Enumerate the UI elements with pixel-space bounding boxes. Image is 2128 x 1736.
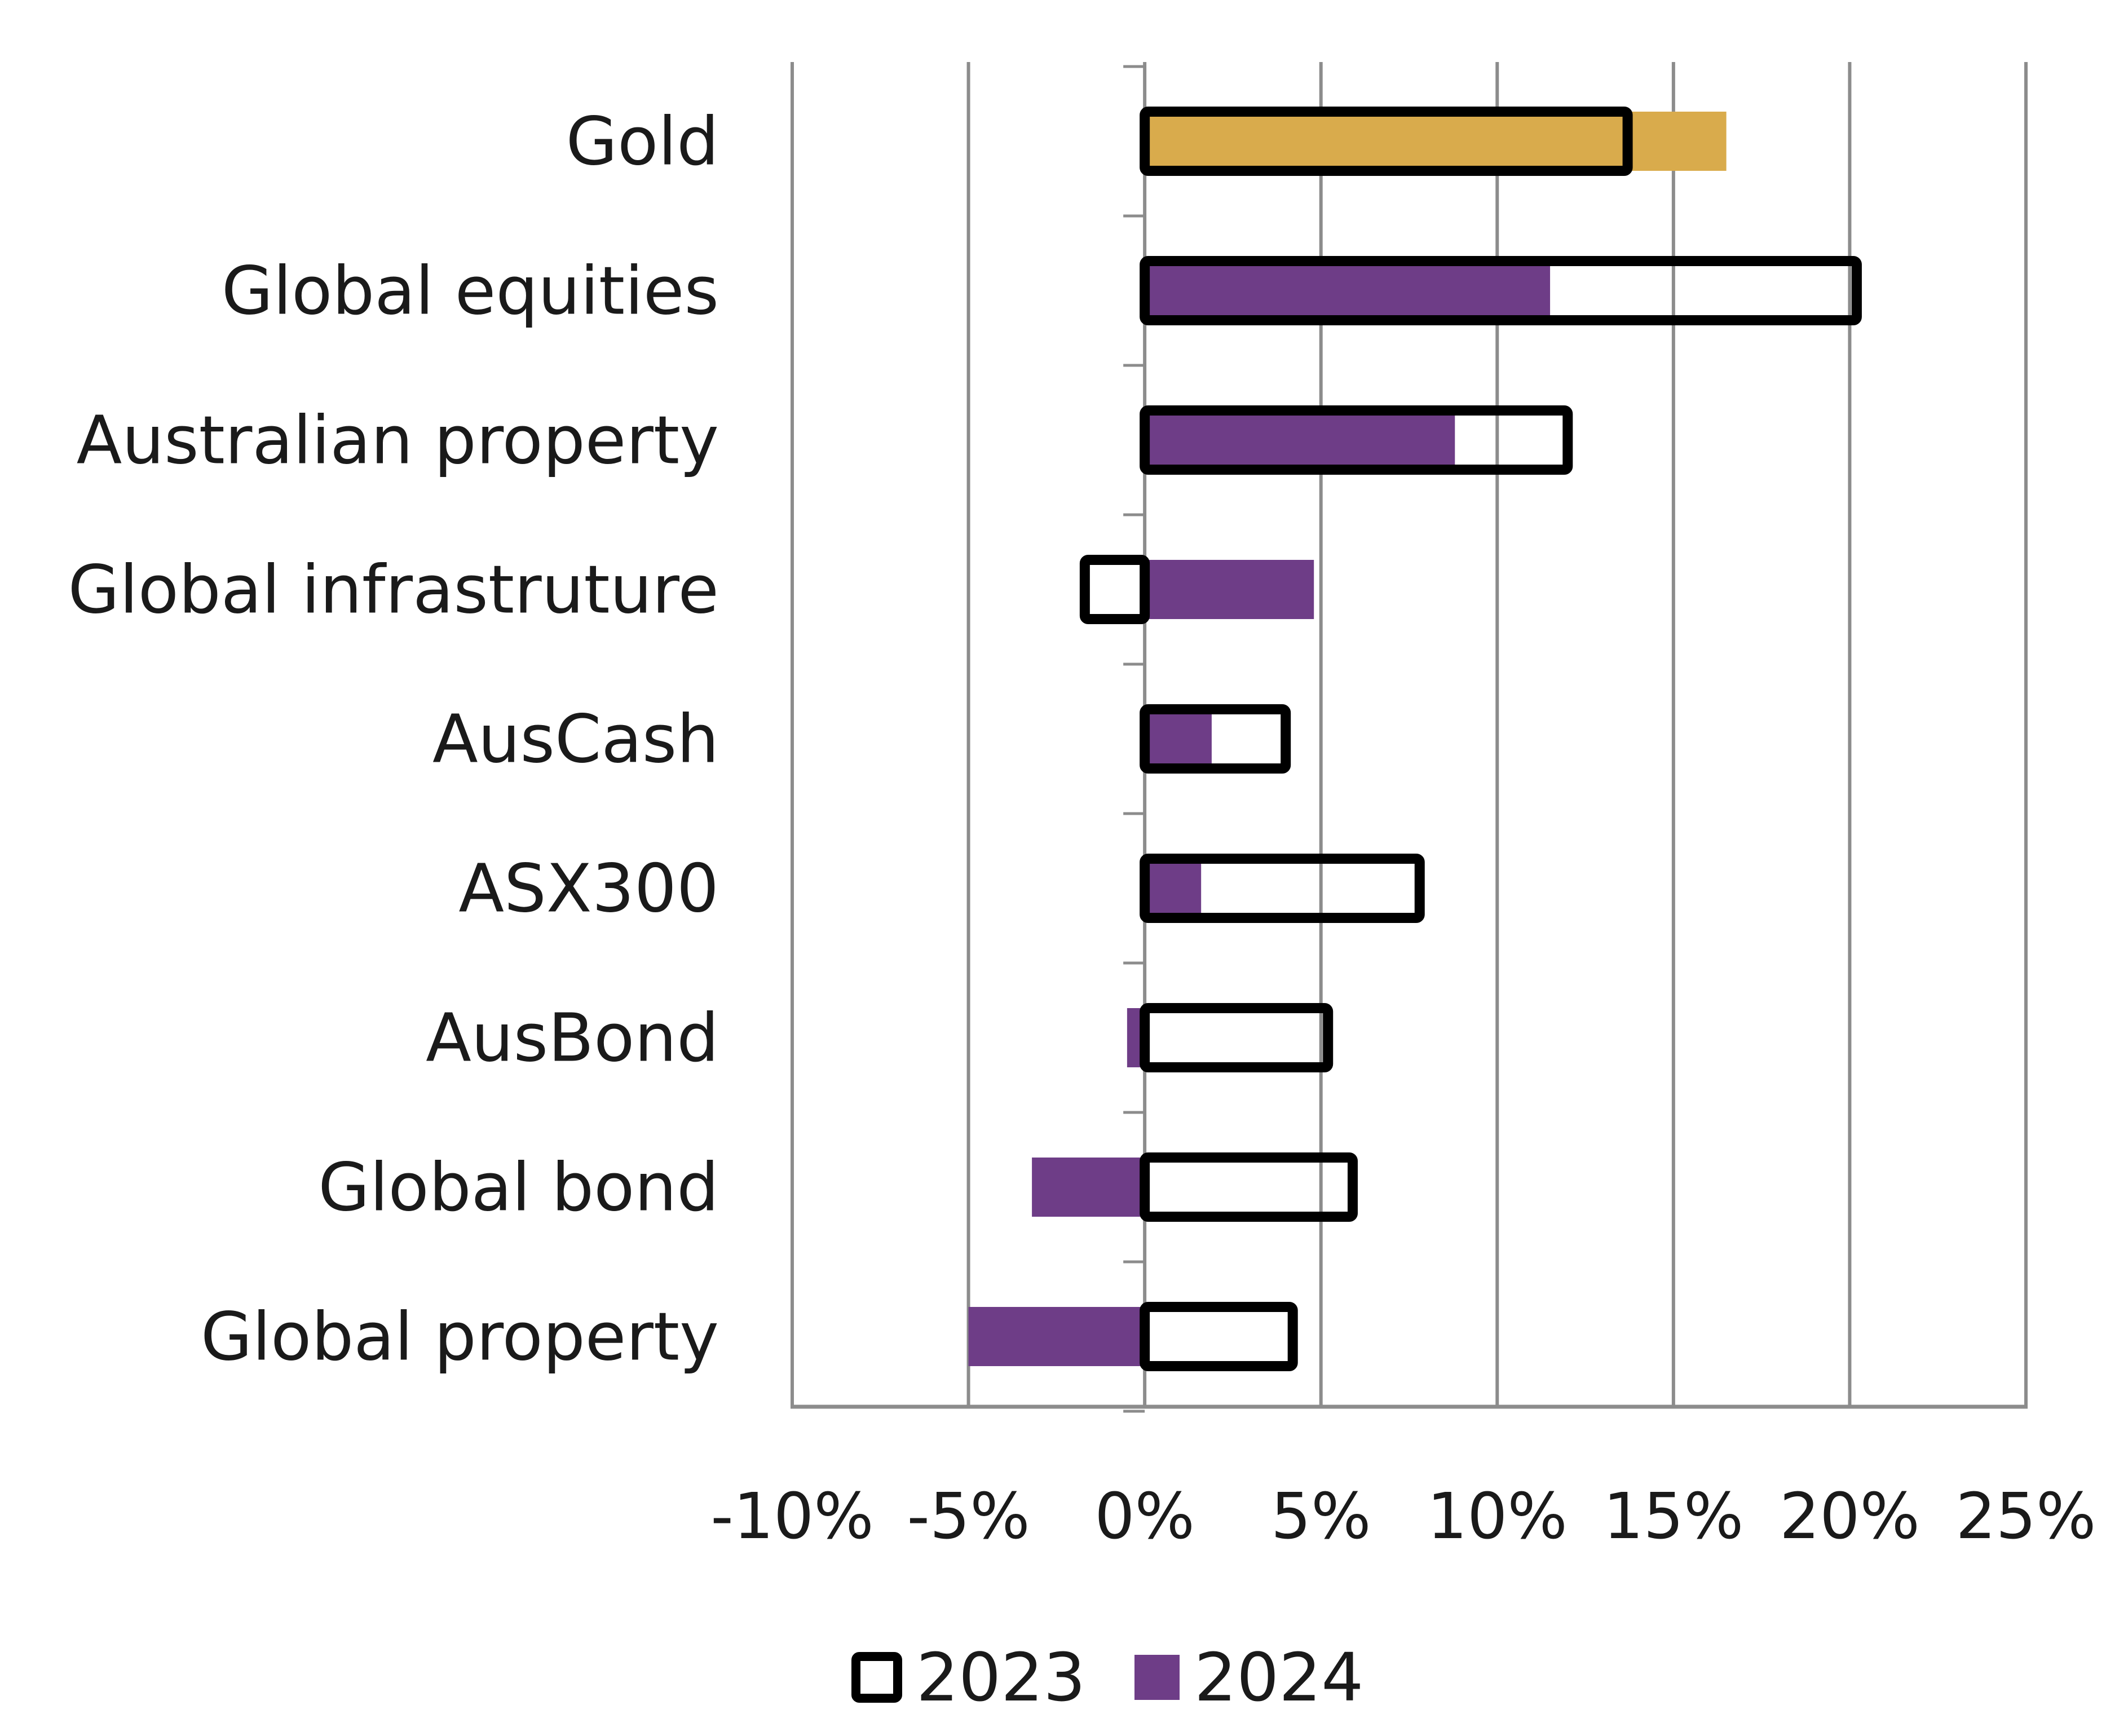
bars [968, 107, 1862, 1371]
category-label: Global infrastruture [68, 551, 719, 629]
bar-2024 [1145, 261, 1551, 320]
bar-2024 [1145, 709, 1212, 768]
category-label: Global property [201, 1298, 719, 1376]
category-label: Global bond [318, 1149, 719, 1226]
legend-swatch-2024 [1134, 1655, 1180, 1700]
x-tick-label: 5% [1271, 1480, 1371, 1553]
category-label: AusBond [426, 999, 719, 1077]
category-labels: Gold Global equities Australian property Gl… [68, 103, 719, 1376]
legend-label-2024: 2024 [1194, 1638, 1363, 1716]
legend-swatch-2023 [851, 1652, 902, 1703]
legend-label-2023: 2023 [916, 1638, 1085, 1716]
bar-2024 [1032, 1158, 1145, 1217]
bar-2023 [1079, 555, 1150, 624]
category-label: ASX300 [458, 850, 719, 927]
category-label: Gold [566, 103, 719, 180]
x-axis-tick-labels: -10% -5% 0% 5% 10% 15% 20% 25% [710, 1480, 2096, 1553]
x-tick-label: -10% [710, 1480, 873, 1553]
bar-2024 [1145, 859, 1202, 918]
bar-2024 [1145, 410, 1455, 470]
bar-2024 [1145, 560, 1314, 619]
x-tick-label: 0% [1094, 1480, 1195, 1553]
bar-2023 [1140, 1152, 1358, 1222]
bar-2023 [1140, 256, 1862, 325]
x-tick-label: 25% [1956, 1480, 2096, 1553]
x-tick-label: 10% [1427, 1480, 1568, 1553]
bar-2024 [1145, 112, 1727, 171]
category-label: AusCash [432, 700, 719, 778]
bar-2023 [1140, 1003, 1334, 1072]
category-label: Global equities [222, 252, 719, 330]
category-label: Australian property [77, 401, 719, 479]
bar-2023 [1140, 1302, 1298, 1371]
bar-2023 [1140, 854, 1425, 923]
x-tick-label: -5% [907, 1480, 1030, 1553]
bar-2024 [968, 1307, 1145, 1366]
x-tick-label: 15% [1603, 1480, 1743, 1553]
legend: 2023 2024 [851, 1638, 1363, 1716]
x-tick-label: 20% [1780, 1480, 1920, 1553]
bar-2023 [1140, 107, 1633, 176]
category-tick-marks [1123, 65, 1145, 1413]
bar-2023 [1140, 704, 1291, 774]
bar-2023 [1140, 405, 1573, 475]
